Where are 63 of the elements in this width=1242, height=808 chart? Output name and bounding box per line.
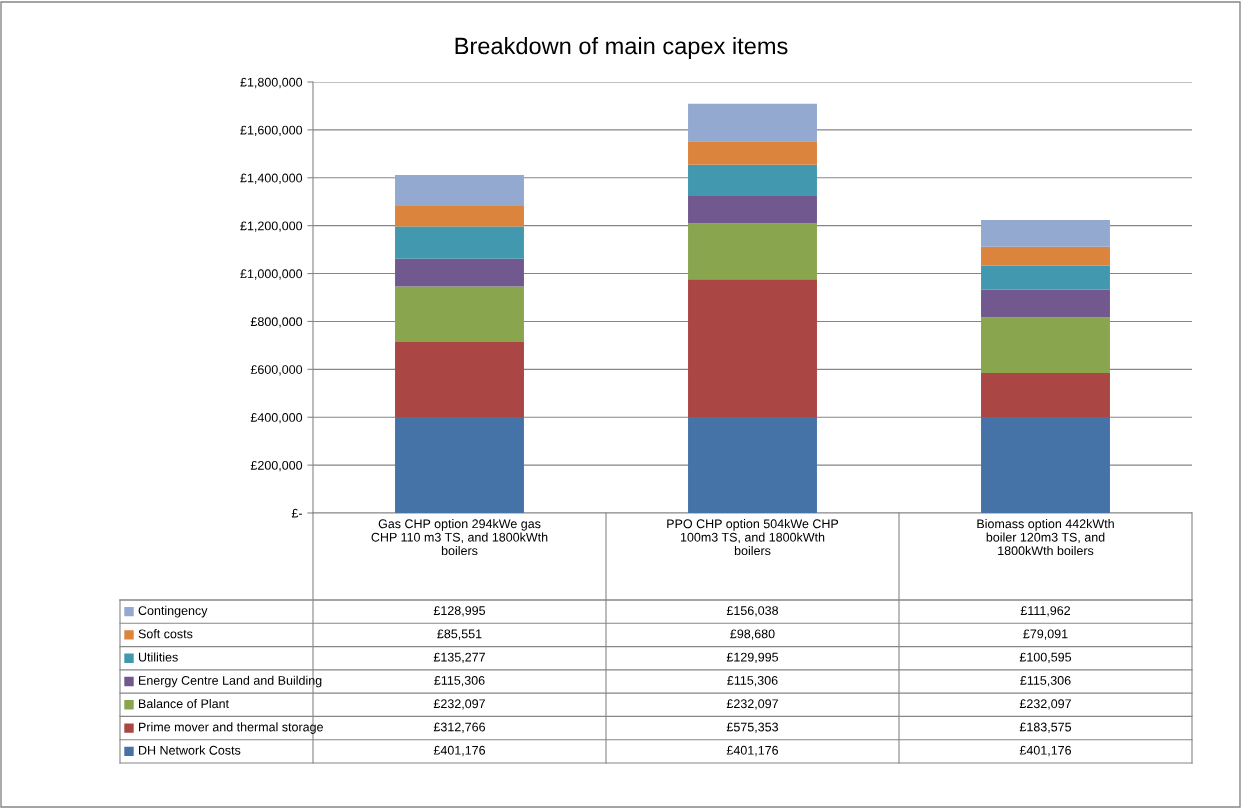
y-tick-label: £1,200,000	[240, 221, 303, 232]
bar	[981, 265, 1110, 290]
legend-label: Contingency	[138, 605, 208, 618]
data-label: £401,176	[1019, 745, 1072, 757]
y-tick-label: £1,400,000	[240, 173, 303, 184]
bar	[981, 219, 1110, 247]
data-label: £401,176	[726, 745, 779, 757]
data-label: £79,091	[1023, 629, 1068, 640]
data-label: £135,277	[433, 652, 485, 664]
bar	[688, 279, 817, 417]
chart-title: Breakdown of main capex items	[455, 37, 788, 59]
bar	[981, 246, 1110, 266]
data-label: £111,962	[1020, 606, 1071, 617]
data-label: £401,176	[433, 745, 486, 757]
bar	[688, 164, 817, 196]
data-label: £98,680	[730, 629, 775, 640]
data-label: £85,551	[437, 629, 482, 640]
y-tick-label: £1,800,000	[240, 77, 303, 89]
bar	[688, 416, 817, 513]
data-label: £312,766	[433, 722, 486, 733]
bar	[688, 103, 817, 142]
y-tick-label: £1,000,000	[240, 269, 303, 280]
data-label: £232,097	[726, 699, 778, 710]
bar	[395, 286, 524, 343]
bar	[981, 372, 1110, 417]
bar	[395, 226, 524, 259]
x-tick-label: PPO CHP option 504kWe CHP 100m3 TS, and 1800kWth boilers	[667, 519, 839, 556]
bar	[395, 175, 524, 206]
data-label: £232,097	[1019, 699, 1071, 710]
bar	[688, 195, 817, 224]
bar	[981, 289, 1110, 318]
legend-label: DH Network Costs	[139, 745, 241, 755]
data-label: £232,097	[433, 699, 485, 710]
y-tick-label: £-	[291, 508, 303, 518]
bar	[395, 416, 524, 513]
data-label: £100,595	[1019, 652, 1072, 664]
data-label: £129,995	[726, 652, 779, 664]
bar	[395, 258, 524, 287]
data-label: £575,353	[726, 722, 779, 733]
y-tick-label: £1,600,000	[240, 125, 303, 137]
x-tick-label: Biomass option 442kWth boiler 120m3 TS, and 1800kWth boilers	[977, 519, 1114, 556]
legend-label: Energy Centre Land and Building	[139, 675, 322, 688]
legend-label: Balance of Plant	[139, 698, 229, 709]
y-tick-label: £400,000	[250, 413, 303, 424]
legend-label: Prime mover and thermal storage	[139, 722, 323, 734]
data-label: £115,306	[434, 676, 485, 687]
legend-label: Utilities	[138, 652, 178, 662]
data-label: £115,306	[727, 676, 778, 687]
x-tick-label: Gas CHP option 294kWe gas CHP 110 m3 TS, and 1800kWth boilers	[371, 519, 548, 556]
data-label: £156,038	[726, 606, 779, 617]
data-label: £128,995	[433, 606, 486, 617]
bar	[395, 342, 524, 417]
bar	[688, 223, 817, 280]
bar	[688, 141, 817, 165]
bar	[395, 205, 524, 227]
bar	[981, 416, 1110, 513]
bar	[981, 317, 1110, 373]
data-label: £183,575	[1019, 722, 1072, 733]
y-tick-label: £800,000	[250, 317, 303, 328]
y-tick-label: £600,000	[250, 365, 303, 376]
data-label: £115,306	[1020, 676, 1071, 687]
legend-label: Soft costs	[138, 629, 193, 639]
y-tick-label: £200,000	[250, 460, 303, 472]
